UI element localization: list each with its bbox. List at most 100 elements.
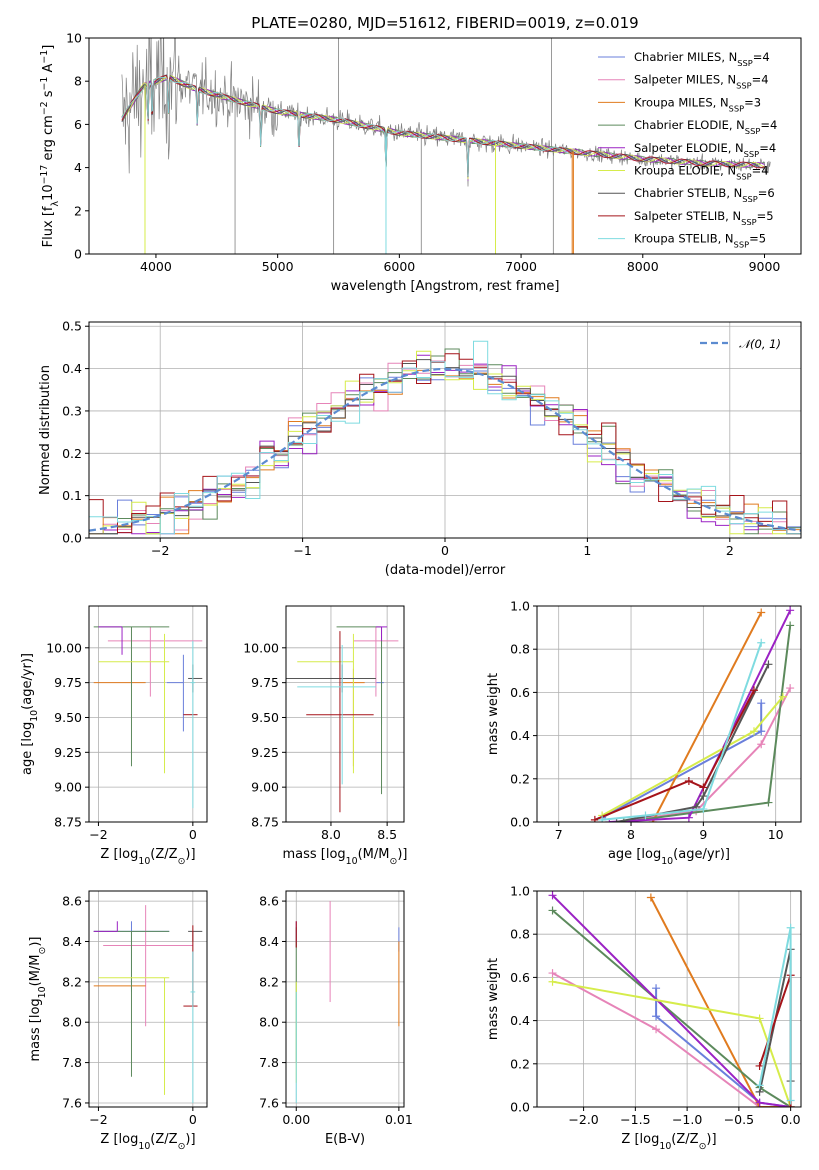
weight-marker-1 — [548, 969, 557, 978]
weight-marker-7 — [684, 776, 693, 785]
y-tick-label: 0.0 — [510, 815, 530, 830]
legend-label-6: Chabrier STELIB, NSSP=6 — [634, 186, 775, 204]
legend-label-normal: 𝒩(0, 1) — [739, 337, 781, 351]
y-tick-label: 9.25 — [54, 745, 82, 760]
mass-vs-EBV-frame — [285, 890, 405, 1108]
x-tick-label: 10 — [768, 827, 784, 842]
y-tick-label: 0.6 — [510, 685, 530, 700]
spectrum-lines — [121, 38, 771, 254]
y-tick-label: 0.2 — [510, 1056, 530, 1071]
age-vs-Z-frame — [88, 605, 208, 823]
y-tick-label: 0.8 — [510, 927, 530, 942]
y-tick-label: 10.00 — [46, 640, 82, 655]
weight-marker-7 — [699, 783, 708, 792]
x-tick-label: 0.01 — [385, 1112, 413, 1127]
label-fragment: λ — [50, 201, 61, 207]
label-fragment: )] — [28, 936, 43, 946]
label-fragment: mass [log — [28, 998, 43, 1061]
label-fragment: 10 — [37, 986, 48, 998]
weight-marker-8 — [755, 1081, 764, 1090]
y-axis-label: mass weight — [486, 673, 501, 755]
label-fragment: age [log — [608, 847, 661, 862]
y-tick-label: 8.0 — [259, 1015, 279, 1030]
label-fragment: s — [41, 90, 56, 101]
observed-spectrum — [121, 38, 771, 187]
label-fragment: 10 — [138, 1141, 150, 1152]
label-fragment: )] — [706, 1132, 716, 1147]
weight-marker-2 — [646, 893, 655, 902]
legend-label-2: Kroupa MILES, NSSP=3 — [634, 95, 761, 113]
y-tick-label: 8.75 — [54, 815, 82, 830]
x-tick-label: 6000 — [383, 259, 415, 274]
label-fragment: Salpeter STELIB, N — [634, 209, 741, 223]
x-tick-label: −0.5 — [724, 1112, 754, 1127]
label-fragment: erg cm — [41, 115, 56, 164]
legend-label-7: Salpeter STELIB, NSSP=5 — [634, 209, 774, 227]
y-tick-label: 9.75 — [54, 675, 82, 690]
label-fragment: Chabrier MILES, N — [634, 50, 737, 64]
mass-vs-EBV-axes: 0.00 0.01 7.6 7.8 8.0 8.2 8.4 8.6 E(B-V) — [259, 891, 413, 1147]
label-fragment: =4 — [759, 141, 776, 155]
label-fragment: Chabrier STELIB, N — [634, 186, 742, 200]
label-fragment: Kroupa ELODIE, N — [634, 164, 736, 178]
label-fragment: =6 — [758, 186, 775, 200]
x-tick-label: 9000 — [749, 259, 781, 274]
y-tick-label: 6 — [74, 117, 82, 132]
y-tick-label: 0.2 — [62, 446, 82, 461]
label-fragment: 10 — [29, 710, 40, 722]
label-fragment: =4 — [760, 118, 777, 132]
y-tick-label: 9.00 — [54, 780, 82, 795]
y-tick-label: 0 — [74, 247, 82, 262]
x-axis-label: Z [log10(Z/Z⊙)] — [621, 1132, 716, 1152]
model-spectrum-8 — [121, 76, 570, 177]
weight-line-8 — [602, 642, 763, 821]
label-fragment: Kroupa MILES, N — [634, 95, 729, 109]
label-fragment: Chabrier ELODIE, N — [634, 118, 745, 132]
label-fragment: ⊙ — [699, 1141, 707, 1152]
y-tick-label: 0.3 — [62, 403, 82, 418]
weight-marker-8 — [786, 1096, 795, 1105]
x-tick-label: 0.0 — [781, 1112, 801, 1127]
x-tick-label: −1 — [293, 543, 311, 558]
y-tick-label: 10 — [66, 31, 82, 46]
label-fragment: Salpeter MILES, N — [634, 73, 736, 87]
weight-marker-6 — [699, 792, 708, 801]
weight-marker-1 — [786, 684, 795, 693]
y-tick-label: 8.0 — [62, 1015, 82, 1030]
x-axis-label: mass [log10(M/M⊙)] — [282, 847, 407, 867]
legend-label-8: Kroupa STELIB, NSSP=5 — [634, 232, 766, 250]
y-tick-label: 0.8 — [510, 642, 530, 657]
mass-vs-EBV-points — [295, 901, 400, 1103]
label-fragment: =5 — [749, 232, 766, 246]
legend-label-4: Salpeter ELODIE, NSSP=4 — [634, 141, 776, 159]
weight-marker-4 — [786, 606, 795, 615]
y-tick-label: 0.0 — [62, 531, 82, 546]
x-tick-label: 8000 — [627, 259, 659, 274]
label-fragment: 10 — [661, 856, 673, 867]
figure-title: PLATE=0280, MJD=51612, FIBERID=0019, z=0… — [251, 14, 638, 32]
y-tick-label: 7.8 — [259, 1055, 279, 1070]
y-tick-label: 1.0 — [510, 884, 530, 899]
residuals-axes: −2 −1 0 1 2 0.0 0.1 0.2 0.3 0.4 0.5 (data-model)/er… — [38, 319, 801, 578]
histogram-frame — [88, 321, 802, 539]
weight-marker-1 — [757, 740, 766, 749]
label-fragment: SSP — [741, 217, 757, 227]
x-axis-label: (data-model)/error — [385, 563, 506, 578]
y-tick-label: 9.00 — [251, 780, 279, 795]
spectrum-axes: 4000 5000 6000 7000 8000 9000 0 2 4 6 8 10 wavelengt… — [39, 31, 781, 295]
label-fragment: ⊙ — [37, 947, 48, 955]
x-tick-label: 8.0 — [321, 827, 341, 842]
y-tick-label: 10.00 — [243, 640, 279, 655]
x-tick-label: 8 — [627, 827, 635, 842]
label-fragment: SSP — [745, 126, 761, 136]
x-axis-label: Z [log10(Z/Z⊙)] — [100, 1132, 195, 1152]
label-fragment: =4 — [752, 164, 769, 178]
x-tick-label: 0 — [441, 543, 449, 558]
label-fragment: (M/M — [358, 847, 390, 862]
x-axis-label: Z [log10(Z/Z⊙)] — [100, 847, 195, 867]
label-fragment: SSP — [742, 194, 758, 204]
x-tick-label: 7 — [555, 827, 563, 842]
label-fragment: )] — [397, 847, 407, 862]
